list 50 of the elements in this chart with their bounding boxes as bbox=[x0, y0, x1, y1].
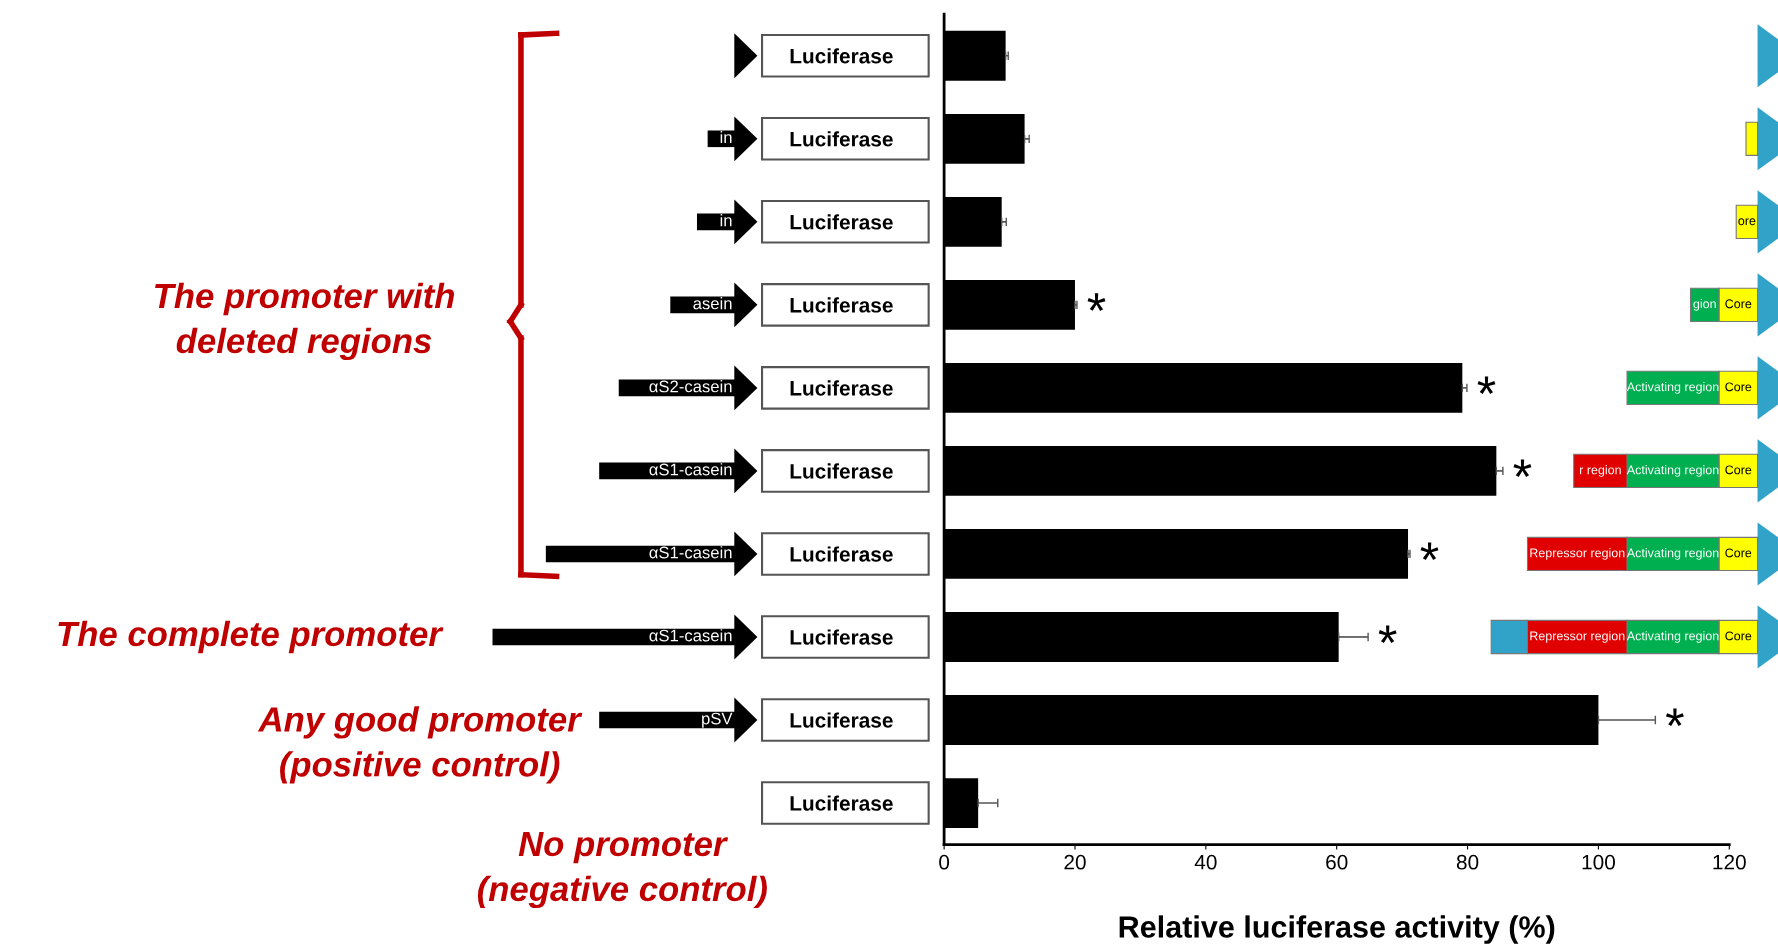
x-axis-title: Relative luciferase activity (%) bbox=[1119, 915, 1555, 944]
text: in bbox=[720, 131, 732, 144]
text: The promoter with deleted regions bbox=[155, 282, 455, 361]
annotation: Core bbox=[1725, 548, 1752, 558]
text: αS1-casein bbox=[649, 629, 732, 642]
data-label: * bbox=[1665, 708, 1684, 727]
data-label: * bbox=[1513, 459, 1532, 477]
annotation: Core bbox=[1725, 299, 1752, 309]
text: in bbox=[720, 214, 732, 227]
text: αS1-casein bbox=[649, 546, 732, 559]
y-tick-label: Luciferase bbox=[790, 48, 893, 64]
x-tick-label: 20 bbox=[1064, 854, 1086, 870]
text: αS1-casein bbox=[649, 463, 732, 476]
data-label: * bbox=[1378, 625, 1397, 644]
x-tick-label: 80 bbox=[1456, 854, 1479, 870]
text: The complete promoter bbox=[58, 620, 444, 654]
x-tick-label: 60 bbox=[1326, 854, 1348, 870]
annotation: Core bbox=[1725, 382, 1752, 392]
x-tick-label: 100 bbox=[1582, 854, 1615, 870]
annotation: Core bbox=[1725, 631, 1752, 641]
annotation: Repressor region bbox=[1530, 631, 1625, 643]
data-label: * bbox=[1477, 376, 1496, 394]
x-tick-label: 40 bbox=[1194, 854, 1217, 870]
text: ore bbox=[1738, 218, 1756, 226]
annotation: Activating region bbox=[1626, 631, 1719, 643]
data-label: * bbox=[1087, 293, 1106, 311]
annotation: Repressor region bbox=[1530, 548, 1625, 560]
text: pSV bbox=[702, 712, 733, 728]
annotation: Activating region bbox=[1626, 465, 1719, 477]
x-tick-label: 0 bbox=[939, 854, 950, 870]
y-tick-label: Luciferase bbox=[790, 546, 893, 562]
data-label: * bbox=[1420, 542, 1439, 560]
text: αS2-casein bbox=[649, 380, 732, 393]
y-tick-label: Luciferase bbox=[790, 795, 893, 811]
x-tick-label: 120 bbox=[1713, 854, 1746, 870]
y-tick-label: Luciferase bbox=[790, 214, 893, 230]
text: asein bbox=[693, 297, 732, 310]
y-tick-label: Luciferase bbox=[790, 712, 893, 728]
y-tick-label: Luciferase bbox=[790, 380, 893, 396]
text: Any good promoter (positive control) bbox=[257, 706, 583, 784]
y-tick-label: Luciferase bbox=[790, 463, 893, 479]
annotation: Core bbox=[1725, 465, 1752, 475]
y-tick-label: Luciferase bbox=[790, 629, 893, 645]
annotation: r region bbox=[1580, 465, 1621, 477]
text: No promoter (negative control) bbox=[477, 832, 767, 909]
y-tick-label: Luciferase bbox=[790, 297, 893, 313]
annotation: Activating region bbox=[1626, 382, 1719, 394]
annotation: gion bbox=[1693, 299, 1716, 311]
annotation: Activating region bbox=[1626, 548, 1719, 560]
y-tick-label: Luciferase bbox=[790, 131, 893, 147]
